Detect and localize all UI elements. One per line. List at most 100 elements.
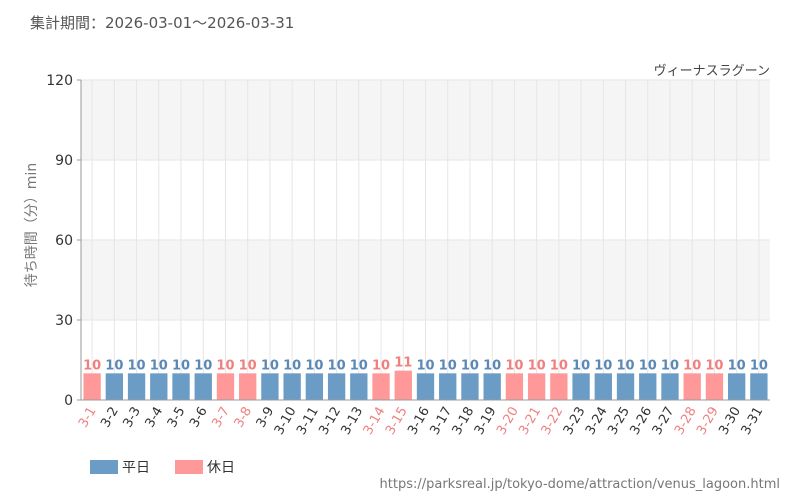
period-text: 集計期間：2026-03-01～2026-03-31: [30, 14, 294, 32]
data-label-3-12: 10: [328, 358, 346, 373]
x-tick-label: 3-31: [739, 405, 767, 438]
x-tick-label: 3-20: [494, 405, 522, 438]
data-label-3-1: 10: [83, 358, 101, 373]
data-label-3-7: 10: [216, 358, 234, 373]
bar-3-22: [550, 373, 568, 400]
bar-3-31: [750, 373, 768, 400]
bar-3-20: [505, 373, 524, 400]
legend-weekday-swatch: [90, 460, 118, 474]
source-url[interactable]: https://parksreal.jp/tokyo-dome/attracti…: [380, 477, 780, 492]
x-tick-label: 3-12: [316, 405, 344, 438]
data-label-3-4: 10: [150, 358, 168, 373]
data-label-3-17: 10: [439, 358, 457, 373]
data-label-3-9: 10: [261, 358, 279, 373]
bar-3-13: [350, 373, 368, 400]
bar-3-18: [461, 373, 479, 400]
x-axis-ticks: 3-13-23-33-43-53-63-73-83-93-103-113-123…: [76, 405, 766, 438]
data-label-3-16: 10: [416, 358, 434, 373]
bar-3-24: [594, 373, 612, 400]
data-label-3-3: 10: [128, 358, 146, 373]
x-tick-label: 3-1: [76, 405, 100, 431]
bar-3-26: [639, 373, 657, 400]
bar-3-21: [527, 373, 546, 400]
legend-holiday-label: 休日: [207, 460, 235, 476]
x-tick-label: 3-25: [605, 405, 633, 438]
data-label-3-21: 10: [528, 358, 546, 373]
data-label-3-25: 10: [616, 358, 634, 373]
x-tick-label: 3-29: [694, 405, 722, 438]
data-label-3-11: 10: [305, 358, 323, 373]
data-label-3-29: 10: [705, 358, 723, 373]
x-tick-label: 3-19: [472, 405, 500, 438]
bar-3-10: [283, 373, 301, 400]
y-tick-label: 60: [55, 233, 73, 249]
data-label-3-10: 10: [283, 358, 301, 373]
x-tick-label: 3-13: [339, 405, 367, 438]
bar-3-1: [83, 373, 101, 400]
x-tick-label: 3-16: [405, 405, 433, 438]
data-label-3-19: 10: [483, 358, 501, 373]
bar-3-23: [572, 373, 590, 400]
x-tick-label: 3-30: [716, 405, 744, 438]
x-tick-label: 3-4: [143, 405, 167, 431]
data-label-3-28: 10: [683, 358, 701, 373]
x-tick-label: 3-7: [209, 405, 233, 431]
y-axis-label: 待ち時間（分）min: [24, 163, 40, 287]
data-label-3-14: 10: [372, 358, 390, 373]
data-label-3-15: 11: [394, 356, 412, 371]
attraction-name: ヴィーナスラグーン: [654, 63, 770, 79]
y-tick-label: 120: [46, 73, 73, 89]
bar-3-25: [616, 373, 635, 400]
bar-3-11: [305, 373, 324, 400]
data-label-3-2: 10: [105, 358, 123, 373]
y-tick-label: 90: [55, 153, 73, 169]
data-label-3-20: 10: [505, 358, 523, 373]
data-label-3-6: 10: [194, 358, 212, 373]
x-tick-label: 3-22: [539, 405, 567, 438]
x-tick-label: 3-15: [383, 405, 411, 438]
legend-holiday-swatch: [175, 460, 203, 474]
data-label-3-26: 10: [639, 358, 657, 373]
data-label-3-30: 10: [728, 358, 746, 373]
x-tick-label: 3-5: [165, 405, 189, 431]
bar-3-5: [172, 373, 190, 400]
bar-3-30: [727, 373, 746, 400]
data-label-3-18: 10: [461, 358, 479, 373]
bar-3-28: [683, 373, 701, 400]
x-tick-label: 3-24: [583, 405, 611, 438]
x-tick-label: 3-3: [120, 405, 144, 431]
bar-3-2: [105, 373, 124, 400]
x-tick-label: 3-10: [272, 405, 300, 438]
y-axis-ticks: 0 30 60 90 120: [46, 73, 81, 409]
y-tick-label: 30: [55, 313, 73, 329]
bar-3-4: [150, 373, 168, 400]
y-tick-label: 0: [64, 393, 73, 409]
legend: 平日 休日: [90, 460, 235, 476]
bar-3-17: [439, 373, 457, 400]
bar-3-7: [216, 373, 235, 400]
x-tick-label: 3-17: [427, 405, 455, 438]
data-label-3-13: 10: [350, 358, 368, 373]
bar-3-12: [327, 373, 346, 400]
data-label-3-22: 10: [550, 358, 568, 373]
bar-3-16: [416, 373, 435, 400]
data-label-3-23: 10: [572, 358, 590, 373]
gridlines: [81, 79, 770, 400]
bar-3-14: [372, 373, 390, 400]
x-tick-label: 3-21: [516, 405, 544, 438]
x-tick-label: 3-6: [187, 405, 211, 431]
x-tick-label: 3-18: [450, 405, 478, 438]
data-label-3-5: 10: [172, 358, 190, 373]
bar-3-27: [661, 373, 679, 400]
bar-3-3: [127, 373, 146, 400]
x-tick-label: 3-8: [232, 405, 256, 431]
bar-3-19: [483, 373, 501, 400]
data-labels: 10 10 10 10 10 10 10 10 10 10 10 10 10 10 11 10 10 10 10 10…: [83, 356, 768, 374]
data-label-3-27: 10: [661, 358, 679, 373]
data-label-3-24: 10: [594, 358, 612, 373]
bar-3-15: [394, 370, 412, 400]
data-label-3-8: 10: [239, 358, 257, 373]
x-tick-label: 3-2: [98, 405, 122, 431]
x-tick-label: 3-14: [361, 405, 389, 438]
